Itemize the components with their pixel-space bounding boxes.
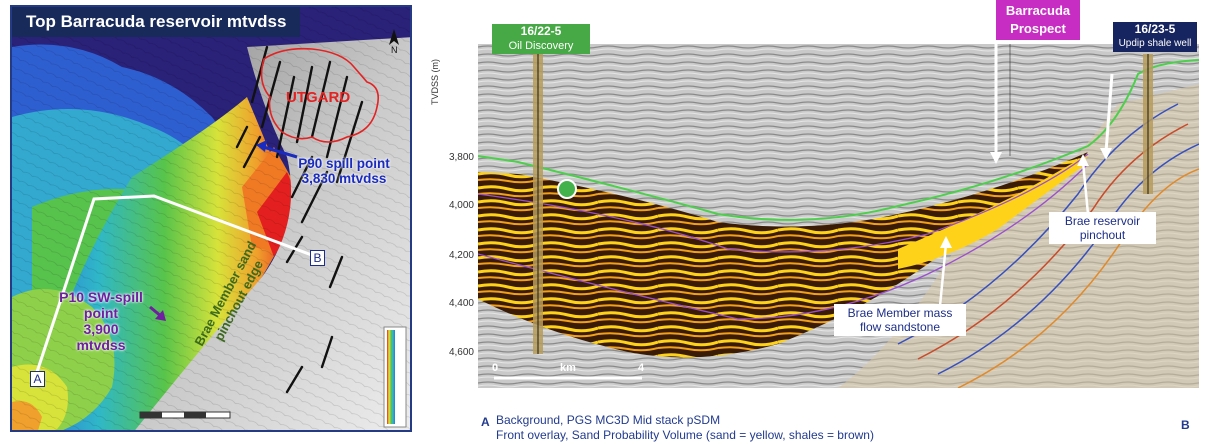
p90-line-1: P90 spill point <box>298 156 390 171</box>
callout-mass-flow: Brae Member mass flow sandstone <box>834 304 966 336</box>
y-tick: 4,000 <box>448 200 474 211</box>
p10-spill-label: P10 SW-spill point 3,900 mtvdss <box>46 289 156 353</box>
y-tick: 4,400 <box>448 298 474 309</box>
callout-mass-line-2: flow sandstone <box>859 320 941 334</box>
p10-line-4: mtvdss <box>76 337 126 353</box>
caption-line-1: Background, PGS MC3D Mid stack pSDM <box>496 413 721 427</box>
map-title: Top Barracuda reservoir mtvdss <box>12 7 301 37</box>
p90-line-2: 3,830 mtvdss <box>301 171 387 186</box>
caption-line-2: Front overlay, Sand Probability Volume (… <box>496 428 874 442</box>
p10-line-1: P10 SW-spill <box>59 289 143 305</box>
section-end-b: B <box>1181 418 1190 432</box>
well-right-desc: Updip shale well <box>1118 38 1192 49</box>
depth-map-panel: Top Barracuda reservoir mtvdss N UTGARD … <box>10 5 412 432</box>
section-end-a: A <box>481 415 490 429</box>
well-tag-16-22-5: 16/22-5 Oil Discovery <box>492 24 590 54</box>
section-point-a: A <box>30 371 45 387</box>
callout-mass-line-1: Brae Member mass <box>847 306 953 320</box>
well-left-id: 16/22-5 <box>520 24 562 38</box>
section-point-b: B <box>310 250 325 266</box>
depth-map <box>12 7 410 430</box>
north-label: N <box>391 45 398 55</box>
p10-line-3: 3,900 <box>83 321 119 337</box>
y-tick: 4,600 <box>448 347 474 358</box>
scale-unit: km <box>560 362 576 374</box>
y-axis-title: TVDSS (m) <box>430 59 440 105</box>
prospect-line-2: Prospect <box>1010 21 1066 36</box>
well-left-desc: Oil Discovery <box>508 40 574 52</box>
p90-spill-label: P90 spill point 3,830 mtvdss <box>274 156 410 186</box>
seismic-section: 0 km 4 Brae reservoir pinchout Brae Memb… <box>478 44 1199 388</box>
prospect-line-1: Barracuda <box>1005 3 1071 18</box>
scale-end: 4 <box>638 362 645 374</box>
well-right-id: 16/23-5 <box>1134 22 1176 36</box>
callout-reservoir-line-1: Brae reservoir <box>1064 214 1141 228</box>
y-tick: 3,800 <box>448 152 474 163</box>
prospect-tag: Barracuda Prospect <box>996 0 1080 40</box>
callout-reservoir-line-2: pinchout <box>1079 228 1126 242</box>
y-tick: 4,200 <box>448 250 474 261</box>
scale-start: 0 <box>492 362 499 374</box>
p10-line-2: point <box>83 305 119 321</box>
utgard-label: UTGARD <box>286 89 351 106</box>
well-tag-16-23-5: 16/23-5 Updip shale well <box>1113 22 1197 52</box>
callout-reservoir-pinchout: Brae reservoir pinchout <box>1049 212 1156 244</box>
